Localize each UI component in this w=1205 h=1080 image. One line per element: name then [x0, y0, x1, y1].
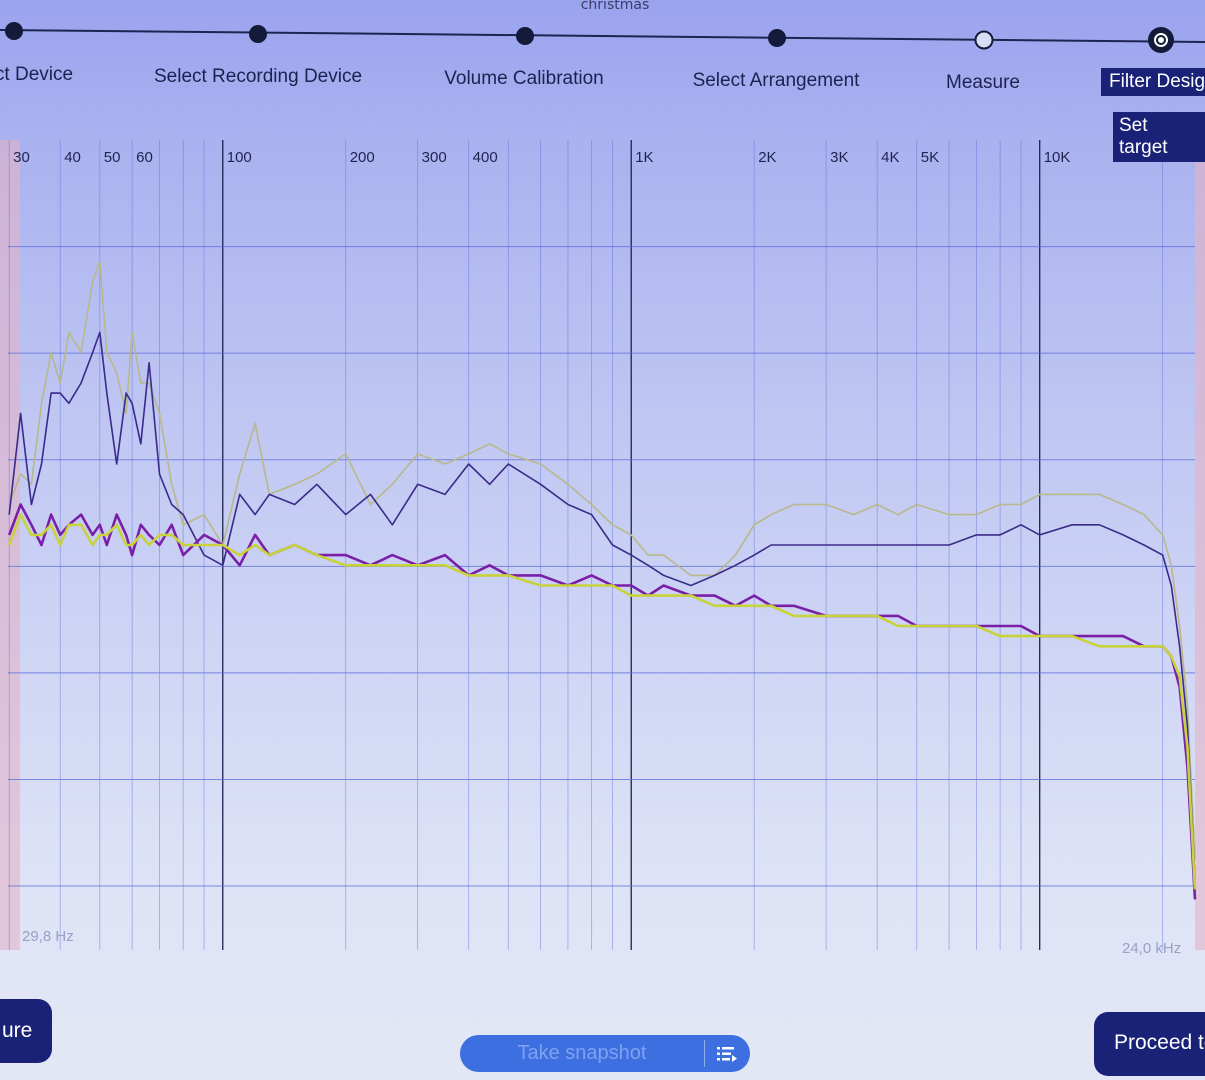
- x-tick-label: 2K: [758, 149, 776, 166]
- tab-set-target[interactable]: Set target: [1113, 112, 1205, 162]
- snapshot-list-button[interactable]: [705, 1044, 749, 1064]
- x-tick-label: 60: [136, 149, 153, 166]
- step-dot-select-recording-device[interactable]: [249, 25, 267, 43]
- step-label-volume-calibration[interactable]: Volume Calibration: [444, 68, 604, 89]
- x-tick-label: 1K: [635, 149, 653, 166]
- series-line-series_khaki: [8, 260, 1196, 859]
- snapshot-divider: [704, 1040, 705, 1067]
- progress-stepper-line: [0, 29, 1205, 43]
- x-tick-label: 40: [64, 149, 81, 166]
- step-dot-measure[interactable]: [974, 30, 994, 50]
- step-label-select-recording-device[interactable]: Select Recording Device: [153, 66, 363, 87]
- x-tick-label: 30: [13, 149, 30, 166]
- x-tick-label: 10K: [1044, 149, 1071, 166]
- project-name: christmas: [580, 0, 650, 13]
- measure-button[interactable]: ure: [0, 999, 52, 1063]
- step-label-select-arrangement[interactable]: Select Arrangement: [692, 70, 860, 91]
- active-step-icon: [1154, 33, 1168, 47]
- step-dot-volume-calibration[interactable]: [516, 27, 534, 45]
- x-tick-label: 300: [422, 149, 447, 166]
- range-end-marker: [1195, 140, 1205, 950]
- snapshot-control: Take snapshot: [460, 1035, 750, 1072]
- range-start-label: 29,8 Hz: [22, 928, 74, 945]
- step-label-measure[interactable]: Measure: [946, 72, 1020, 93]
- step-dot-select-device[interactable]: [5, 22, 23, 40]
- x-tick-label: 400: [473, 149, 498, 166]
- x-tick-label: 5K: [921, 149, 939, 166]
- x-tick-label: 3K: [830, 149, 848, 166]
- x-tick-label: 200: [350, 149, 375, 166]
- step-dot-select-arrangement[interactable]: [768, 29, 786, 47]
- step-label-filter-design[interactable]: Filter Design: [1101, 68, 1205, 96]
- step-dot-filter-design[interactable]: [1148, 27, 1174, 53]
- series-line-series_purple: [7, 503, 1197, 900]
- take-snapshot-button[interactable]: Take snapshot: [517, 1042, 647, 1064]
- list-menu-icon: [717, 1046, 737, 1062]
- proceed-button[interactable]: Proceed to: [1094, 1012, 1205, 1076]
- range-end-label: 24,0 kHz: [1122, 940, 1182, 957]
- x-tick-label: 100: [227, 149, 252, 166]
- series-line-series_yellow: [7, 513, 1197, 890]
- step-label-select-device[interactable]: ct Device: [0, 64, 74, 85]
- x-tick-label: 50: [104, 149, 121, 166]
- x-tick-label: 4K: [881, 149, 899, 166]
- series-line-series_dark: [8, 331, 1196, 880]
